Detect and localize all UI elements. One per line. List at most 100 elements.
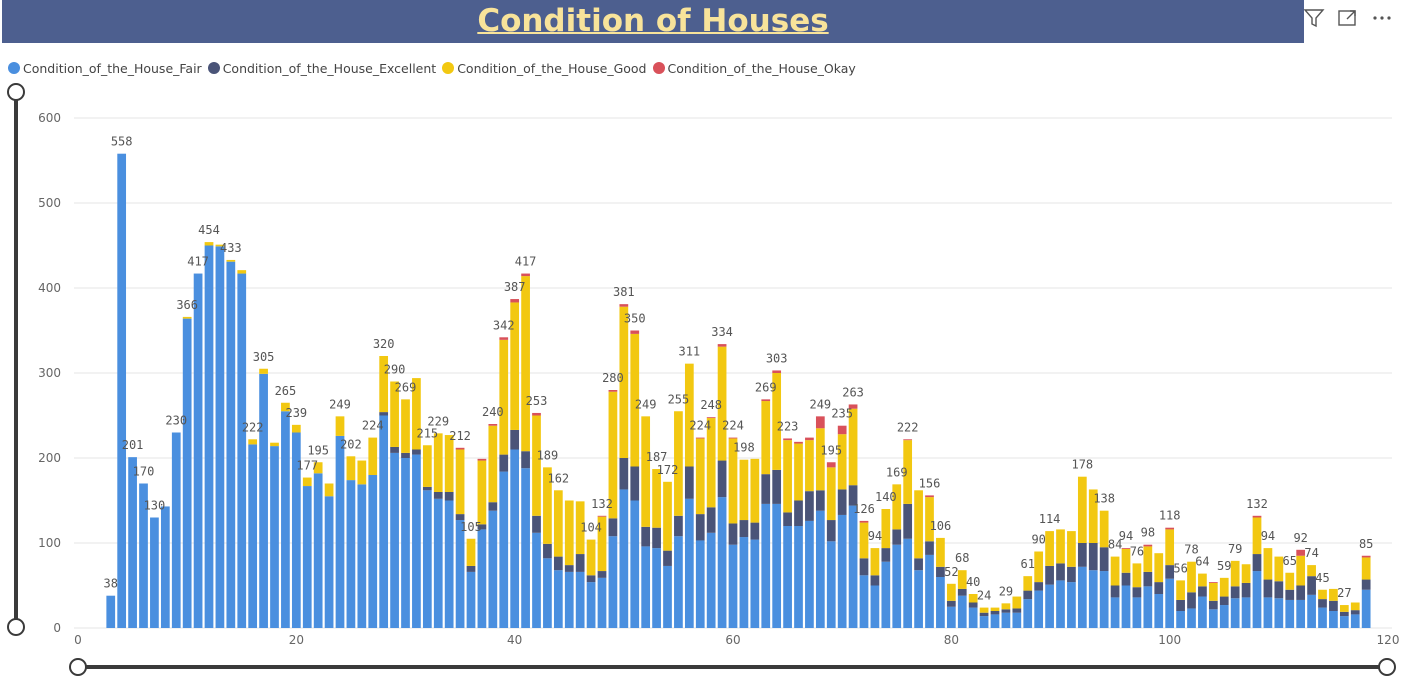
bar-segment-fair (794, 526, 803, 628)
data-label: 224 (722, 419, 744, 433)
bar-segment-fair (160, 506, 170, 628)
bar-segment-excellent (1263, 579, 1273, 598)
legend-item-fair[interactable]: Condition_of_the_House_Fair (8, 61, 202, 76)
bar-segment-fair (957, 595, 967, 628)
bar-segment-okay (1252, 515, 1262, 518)
bar-segment-good (706, 418, 716, 508)
bar-segment-okay (794, 441, 803, 444)
bar-segment-good (1176, 580, 1185, 600)
bar-segment-okay (510, 299, 520, 303)
bar-segment-excellent (586, 575, 596, 583)
bar-segment-excellent (444, 492, 454, 501)
data-label: 65 (1283, 554, 1297, 568)
bar-segment-fair (1208, 609, 1218, 628)
more-options-icon[interactable] (1370, 6, 1394, 30)
data-label: 454 (198, 223, 220, 237)
bar-segment-good (313, 462, 323, 474)
bar-segment-okay (837, 425, 847, 435)
bar-segment-excellent (1296, 585, 1306, 600)
bar-segment-excellent (499, 454, 509, 472)
legend-dot-excellent (207, 62, 220, 74)
bar-segment-fair (1056, 580, 1065, 628)
bar-segment-excellent (1318, 599, 1327, 608)
y-tick-label: 400 (38, 281, 61, 295)
bar-segment-excellent (761, 474, 771, 504)
y-tick-label: 0 (53, 621, 61, 635)
bar-segment-excellent (859, 558, 869, 576)
x-tick-label: 0 (74, 633, 82, 647)
bar-segment-good (848, 408, 858, 486)
bar-segment-good (663, 481, 672, 551)
bar-segment-fair (641, 546, 651, 628)
bar-segment-excellent (957, 588, 967, 596)
bar-segment-fair (532, 532, 541, 628)
bar-segment-excellent (543, 543, 552, 559)
bar-segment-okay (488, 424, 498, 426)
focus-mode-icon[interactable] (1336, 6, 1360, 30)
bar-segment-fair (248, 444, 258, 628)
bar-segment-good (717, 346, 727, 461)
bar-segment-excellent (1077, 543, 1087, 567)
bar-segment-fair (302, 486, 312, 628)
data-label: 106 (930, 519, 952, 533)
bar-segment-fair (313, 473, 323, 628)
bar-segment-good (979, 607, 989, 613)
bar-segment-good (499, 339, 509, 455)
bar-segment-excellent (1121, 572, 1131, 586)
bar-segment-good (270, 442, 279, 447)
bar-segment-good (1012, 596, 1022, 609)
data-label: 223 (777, 419, 799, 433)
bar-segment-excellent (379, 412, 389, 416)
filter-icon[interactable] (1302, 6, 1326, 30)
bar-segment-excellent (1339, 611, 1349, 617)
y-zoom-handle-top[interactable] (7, 83, 25, 101)
legend-label-excellent: Condition_of_the_House_Excellent (222, 60, 437, 76)
bar-segment-excellent (532, 515, 541, 533)
bar-segment-excellent (1230, 586, 1240, 599)
bar-segment-good (1154, 553, 1164, 583)
legend-item-excellent[interactable]: Condition_of_the_House_Excellent (207, 60, 437, 76)
bar-segment-fair (761, 503, 771, 628)
bar-segment-good (324, 483, 334, 497)
bar-segment-excellent (1187, 592, 1196, 609)
data-label: 105 (460, 520, 482, 534)
bar-segment-fair (357, 484, 367, 628)
y-zoom-handle-bottom[interactable] (7, 618, 25, 636)
bar-segment-good (291, 424, 301, 433)
bar-segment-good (946, 583, 956, 601)
bar-segment-fair (1088, 570, 1098, 628)
bar-segment-fair (925, 554, 934, 628)
bar-segment-fair (903, 538, 913, 628)
data-label: 195 (820, 443, 842, 457)
bar-segment-okay (1208, 582, 1218, 583)
bar-segment-fair (1143, 586, 1153, 628)
bar-segment-fair (1285, 599, 1295, 628)
bar-segment-fair (390, 452, 399, 628)
bar-segment-excellent (401, 452, 410, 458)
x-zoom-handle-right[interactable] (1378, 658, 1396, 676)
x-zoom-handle-left[interactable] (69, 658, 87, 676)
y-tick-label: 100 (38, 536, 61, 550)
bar-segment-excellent (946, 600, 956, 607)
data-label: 269 (755, 380, 777, 394)
bar-segment-good (936, 537, 945, 567)
legend-item-good[interactable]: Condition_of_the_House_Good (442, 61, 647, 76)
bar-segment-excellent (1143, 571, 1153, 587)
bar-segment-good (455, 449, 465, 515)
bar-segment-fair (346, 480, 356, 628)
bar-segment-excellent (1350, 610, 1360, 615)
bar-segment-good (826, 467, 836, 521)
data-label: 334 (711, 325, 733, 339)
bar-segment-excellent (663, 550, 672, 566)
data-label: 104 (580, 521, 602, 535)
bar-segment-fair (968, 607, 978, 628)
data-label: 94 (868, 529, 882, 543)
bar-segment-fair (1274, 598, 1284, 628)
bar-segment-fair (422, 490, 432, 628)
bar-segment-excellent (936, 566, 945, 577)
legend-dot-fair (8, 62, 20, 74)
bar-segment-good (521, 276, 530, 452)
legend-item-okay[interactable]: Condition_of_the_House_Okay (652, 61, 856, 76)
bar-segment-fair (575, 571, 585, 628)
bar-segment-excellent (914, 558, 923, 571)
